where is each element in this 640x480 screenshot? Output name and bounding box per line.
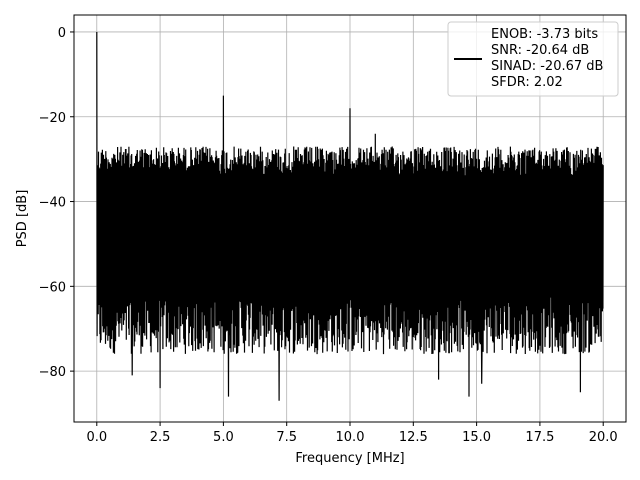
legend-line-2: SNR: -20.64 dB — [491, 43, 589, 58]
legend: ENOB: -3.73 bits SNR: -20.64 dB SINAD: -… — [447, 21, 619, 97]
x-tick-label: 20.0 — [589, 430, 618, 445]
series-plot — [96, 31, 604, 401]
x-axis-label: Frequency [MHz] — [295, 451, 404, 466]
x-tick-label: 15.0 — [462, 430, 491, 445]
legend-line-3: SINAD: -20.67 dB — [491, 59, 603, 74]
axis-ticks: 0.0 2.5 5.0 7.5 10.0 12.5 15.0 17.5 20.0 0 −20 −40 −… — [39, 26, 618, 445]
y-tick-label: −80 — [39, 365, 66, 380]
x-tick-label: 12.5 — [399, 430, 428, 445]
x-tick-label: 5.0 — [213, 430, 234, 445]
y-tick-label: −40 — [39, 196, 66, 211]
x-tick-label: 17.5 — [525, 430, 554, 445]
y-tick-label: 0 — [58, 26, 66, 41]
legend-box — [447, 21, 619, 97]
x-tick-label: 10.0 — [336, 430, 365, 445]
psd-series-line — [96, 31, 604, 401]
x-tick-label: 2.5 — [150, 430, 171, 445]
y-tick-label: −60 — [39, 280, 66, 295]
legend-line-4: SFDR: 2.02 — [491, 75, 563, 90]
y-axis-label: PSD [dB] — [15, 190, 30, 248]
legend-line-1: ENOB: -3.73 bits — [491, 27, 598, 42]
y-tick-label: −20 — [39, 111, 66, 126]
x-tick-label: 7.5 — [276, 430, 297, 445]
x-tick-label: 0.0 — [86, 430, 107, 445]
